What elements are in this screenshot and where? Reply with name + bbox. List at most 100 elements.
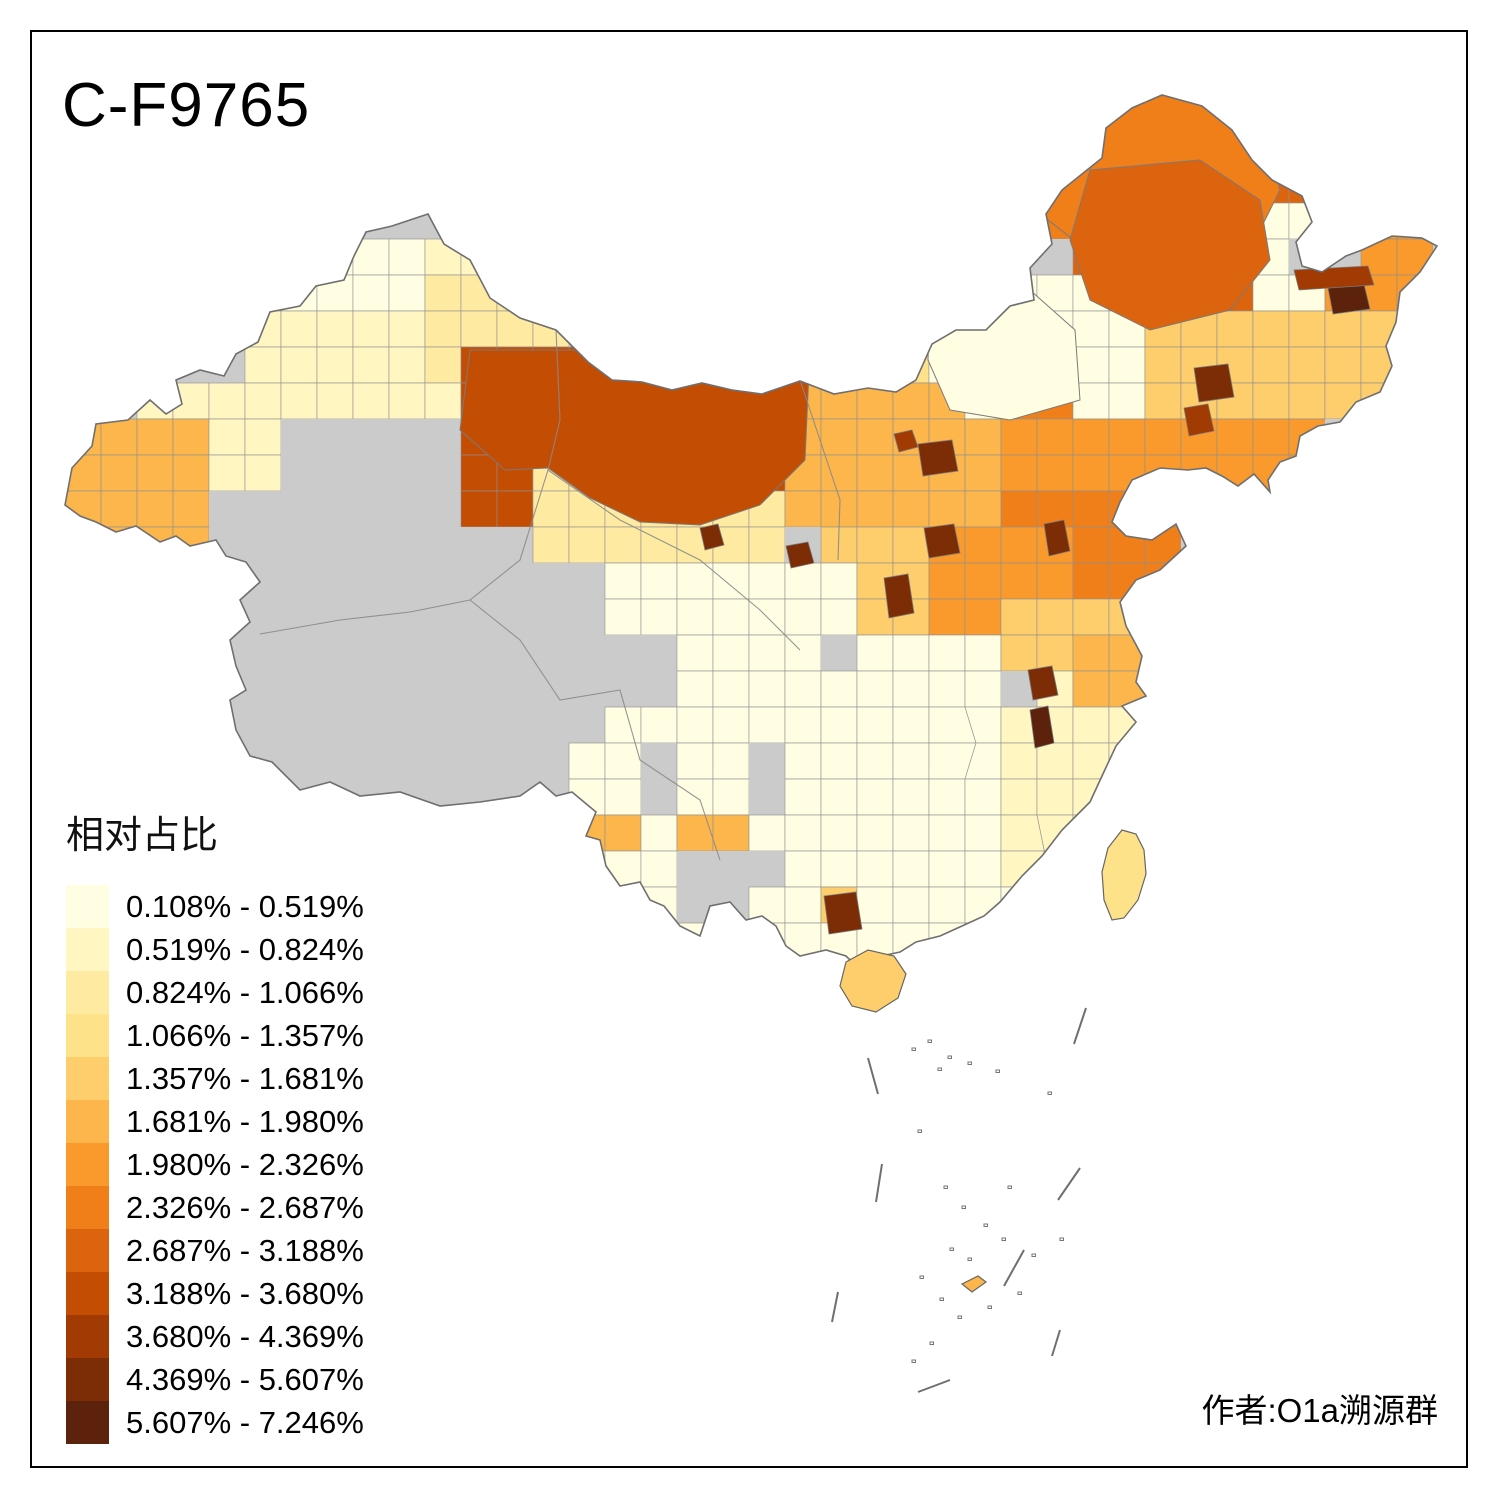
map-region-cell bbox=[964, 418, 1002, 456]
map-region-cell bbox=[1324, 886, 1362, 924]
map-region-cell bbox=[244, 742, 282, 780]
map-region-cell bbox=[424, 490, 462, 528]
map-region-cell bbox=[820, 274, 858, 312]
sea-islet-dot bbox=[911, 1047, 916, 1051]
map-region-cell bbox=[820, 95, 858, 132]
map-region-cell bbox=[784, 922, 822, 960]
map-region-cell bbox=[1180, 814, 1218, 852]
map-region-cell bbox=[532, 130, 570, 168]
map-region-cell bbox=[65, 778, 66, 816]
map-region-cell bbox=[712, 958, 750, 976]
map-region-cell bbox=[496, 310, 534, 348]
map-region-cell bbox=[568, 562, 606, 600]
map-region-cell bbox=[1144, 850, 1182, 888]
map-region-cell bbox=[1432, 202, 1437, 240]
map-region-cell bbox=[929, 995, 965, 1031]
map-region-cell bbox=[352, 742, 390, 780]
map-region-cell bbox=[928, 814, 966, 852]
map-region-cell bbox=[964, 958, 1002, 976]
map-region-cell bbox=[460, 922, 498, 960]
map-region-cell bbox=[100, 742, 138, 780]
map-region-cell bbox=[352, 130, 390, 168]
map-region-cell bbox=[1144, 598, 1182, 636]
map-region-cell bbox=[1216, 778, 1254, 816]
map-region-cell bbox=[532, 814, 570, 852]
legend-rows: 0.108% - 0.519% 0.519% - 0.824% 0.824% - 1… bbox=[66, 885, 364, 1444]
map-region-cell bbox=[568, 598, 606, 636]
map-region-cell bbox=[1072, 634, 1110, 672]
map-region-cell bbox=[784, 670, 822, 708]
map-region-cell bbox=[1072, 526, 1110, 564]
map-region-cell bbox=[712, 238, 750, 276]
map-region-cell bbox=[568, 310, 606, 348]
legend-label: 1.066% - 1.357% bbox=[126, 1018, 364, 1053]
map-region-cell bbox=[1252, 742, 1290, 780]
sea-islet-dot bbox=[1007, 1185, 1012, 1189]
map-region-cell bbox=[424, 130, 462, 168]
map-region-cell bbox=[1036, 778, 1074, 816]
map-region-cell bbox=[460, 742, 498, 780]
map-region-cell bbox=[1144, 958, 1182, 976]
map-region-cell bbox=[604, 742, 642, 780]
map-region-cell bbox=[280, 238, 318, 276]
map-region-cell bbox=[1252, 130, 1290, 168]
map-region-cell bbox=[640, 706, 678, 744]
map-region-cell bbox=[496, 490, 534, 528]
legend-row: 4.369% - 5.607% bbox=[66, 1358, 364, 1401]
map-region-cell bbox=[640, 922, 678, 960]
map-region-cell bbox=[676, 634, 714, 672]
map-region-cell bbox=[424, 670, 462, 708]
map-region-cell bbox=[316, 202, 354, 240]
map-region-cell bbox=[1360, 814, 1398, 852]
map-region-cell bbox=[1324, 922, 1362, 960]
map-region-cell bbox=[1108, 382, 1146, 420]
map-region-cell bbox=[532, 670, 570, 708]
map-region-cell bbox=[892, 346, 930, 384]
map-region-cell bbox=[388, 346, 426, 384]
map-region-cell bbox=[1216, 454, 1254, 492]
map-region-cell bbox=[1036, 958, 1074, 976]
map-region-cell bbox=[316, 310, 354, 348]
map-region-cell bbox=[136, 166, 174, 204]
map-region-cell bbox=[712, 562, 750, 600]
map-region-cell bbox=[568, 778, 606, 816]
map-region-cell bbox=[532, 742, 570, 780]
map-region-cell bbox=[1252, 598, 1290, 636]
map-region-cell bbox=[1396, 346, 1434, 384]
map-region-cell bbox=[856, 95, 894, 132]
legend-label: 0.824% - 1.066% bbox=[126, 975, 364, 1010]
map-region-cell bbox=[1288, 490, 1326, 528]
map-region-cell bbox=[1324, 778, 1362, 816]
map-region-cell bbox=[1324, 742, 1362, 780]
map-region-cell bbox=[1324, 202, 1362, 240]
map-region-cell bbox=[208, 238, 246, 276]
map-region-cell bbox=[1288, 634, 1326, 672]
map-region-highlight bbox=[1029, 705, 1055, 749]
map-region-cell bbox=[316, 166, 354, 204]
legend-label: 3.680% - 4.369% bbox=[126, 1319, 364, 1354]
map-region-cell bbox=[65, 670, 102, 708]
map-region-cell bbox=[712, 634, 750, 672]
map-region-cell bbox=[856, 526, 894, 564]
map-region-cell bbox=[748, 95, 786, 96]
map-region-cell bbox=[1324, 958, 1362, 976]
map-region-cell bbox=[928, 490, 966, 528]
map-region-cell bbox=[1144, 778, 1182, 816]
legend-label: 0.108% - 0.519% bbox=[126, 889, 364, 924]
map-region-cell bbox=[1324, 706, 1362, 744]
map-region-cell bbox=[964, 778, 1002, 816]
map-region-cell bbox=[1000, 886, 1038, 924]
map-region-cell bbox=[460, 454, 498, 492]
map-region-cell bbox=[172, 418, 210, 456]
map-region-cell bbox=[136, 274, 190, 312]
map-region-cell bbox=[352, 418, 390, 456]
map-region-cell bbox=[784, 778, 822, 816]
map-region-cell bbox=[892, 814, 930, 852]
map-region-cell bbox=[496, 706, 534, 744]
map-region-cell bbox=[568, 202, 606, 240]
map-region-cell bbox=[65, 238, 102, 276]
map-region-cell bbox=[1360, 634, 1398, 672]
map-region-cell bbox=[1180, 670, 1218, 708]
map-region-cell bbox=[892, 490, 930, 528]
map-region-cell bbox=[784, 130, 822, 168]
